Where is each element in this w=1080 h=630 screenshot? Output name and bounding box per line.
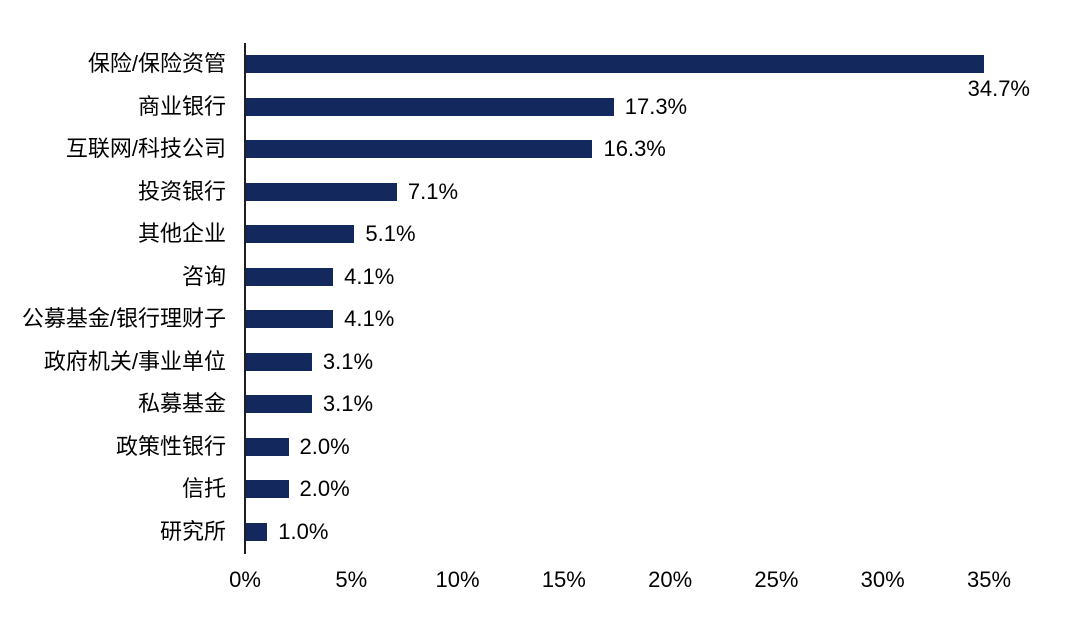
x-tick-label: 5% <box>335 567 368 592</box>
chart-row: 咨询 4.1% <box>0 256 1080 299</box>
bar <box>246 267 334 286</box>
category-label: 公募基金/银行理财子 <box>21 306 226 331</box>
bar <box>246 480 289 498</box>
category-label: 投资银行 <box>137 178 226 204</box>
bar <box>246 395 312 413</box>
x-tick-label: 35% <box>966 567 1012 592</box>
x-tick-label: 15% <box>541 567 586 592</box>
chart-row: 互联网/科技公司 16.3% <box>0 128 1080 171</box>
chart-row: 投资银行 7.1% <box>0 171 1080 214</box>
category-label: 咨询 <box>181 263 226 289</box>
value-label: 4.1% <box>344 306 395 331</box>
x-tick-label: 20% <box>648 567 693 592</box>
y-axis-line <box>244 43 246 554</box>
chart-row: 私募基金 3.1% <box>0 383 1080 426</box>
bar <box>246 182 397 201</box>
chart-row: 信托 2.0% <box>0 468 1080 511</box>
chart-row: 政策性银行 2.0% <box>0 426 1080 469</box>
value-label: 1.0% <box>278 518 329 544</box>
chart-row: 其他企业 5.1% <box>0 213 1080 256</box>
value-label: 5.1% <box>365 221 416 246</box>
x-tick-label: 0% <box>229 567 261 592</box>
x-tick-label: 25% <box>754 567 799 592</box>
bar <box>246 225 355 243</box>
category-label: 互联网/科技公司 <box>65 136 226 161</box>
chart-row: 研究所 1.0% <box>0 511 1080 554</box>
value-label: 2.0% <box>299 433 350 459</box>
bar <box>246 55 984 73</box>
x-tick-label: 10% <box>435 567 480 592</box>
chart-row: 保险/保险资管 34.7% <box>0 43 1080 101</box>
bar <box>246 437 289 456</box>
bar <box>246 522 268 541</box>
category-label: 政府机关/事业单位 <box>43 348 226 374</box>
value-label: 16.3% <box>603 136 666 161</box>
value-label: 34.7% <box>967 76 1030 101</box>
category-label: 商业银行 <box>137 93 226 119</box>
value-label: 4.1% <box>344 263 395 289</box>
bar <box>246 97 614 116</box>
chart-row: 商业银行 17.3% <box>0 86 1080 129</box>
value-label: 3.1% <box>322 348 374 374</box>
category-label: 私募基金 <box>137 391 226 416</box>
chart-row: 政府机关/事业单位 3.1% <box>0 341 1080 384</box>
value-label: 7.1% <box>407 178 459 204</box>
category-label: 政策性银行 <box>115 433 226 459</box>
value-label: 3.1% <box>322 391 374 416</box>
category-label: 信托 <box>181 476 226 501</box>
category-label: 研究所 <box>159 518 226 544</box>
x-axis-ticks: 0% 5% 10% 15% 20% 25% 30% 35% <box>0 567 1080 597</box>
value-label: 2.0% <box>299 476 350 501</box>
value-label: 17.3% <box>624 93 688 119</box>
bar <box>246 352 312 371</box>
category-label: 保险/保险资管 <box>87 51 226 76</box>
bar <box>246 140 593 158</box>
category-label: 其他企业 <box>137 221 226 246</box>
x-tick-label: 30% <box>860 567 905 592</box>
bar <box>246 310 334 328</box>
chart-row: 公募基金/银行理财子 4.1% <box>0 298 1080 341</box>
